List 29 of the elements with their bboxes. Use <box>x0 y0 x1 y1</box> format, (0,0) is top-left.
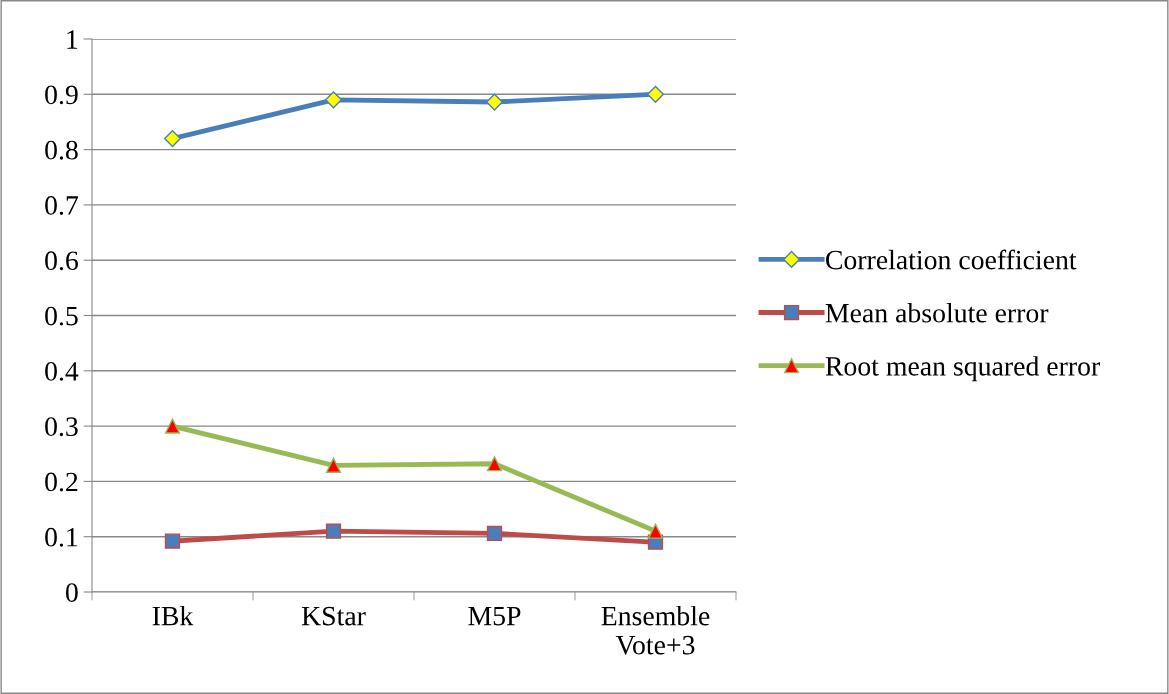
y-tick-label: 1 <box>67 30 78 49</box>
y-tick-label: 0.1 <box>45 527 78 547</box>
x-tick-label: IBk <box>152 605 194 626</box>
point <box>485 93 504 111</box>
x-tick-label: Ensemble Vote+3 <box>601 605 710 655</box>
y-tick-label: 0.4 <box>45 361 79 381</box>
point <box>646 85 665 103</box>
point <box>647 523 664 539</box>
point <box>164 418 181 434</box>
point <box>325 457 342 474</box>
x-tick-label: KStar <box>301 606 366 626</box>
y-tick-label: 0.5 <box>45 306 78 326</box>
y-tick-label: 0.2 <box>45 472 78 492</box>
y-tick-label: 0.7 <box>45 196 79 215</box>
point <box>486 456 503 472</box>
y-tick-label: 0 <box>65 583 78 602</box>
legend-label: Mean absolute error <box>825 302 1049 323</box>
legend-label: Root mean squared error <box>825 356 1101 382</box>
point <box>164 533 181 549</box>
y-tick-label: 0.3 <box>45 417 78 437</box>
x-tick-label: M5P <box>468 606 521 626</box>
point <box>163 129 182 148</box>
point <box>325 523 342 539</box>
point <box>324 91 343 109</box>
point <box>486 525 503 542</box>
y-tick-label: 0.6 <box>45 251 78 271</box>
y-tick-label: 0.9 <box>45 85 78 105</box>
y-tick-label: 0.8 <box>45 140 78 160</box>
legend-label: Correlation coefficient <box>826 249 1077 270</box>
